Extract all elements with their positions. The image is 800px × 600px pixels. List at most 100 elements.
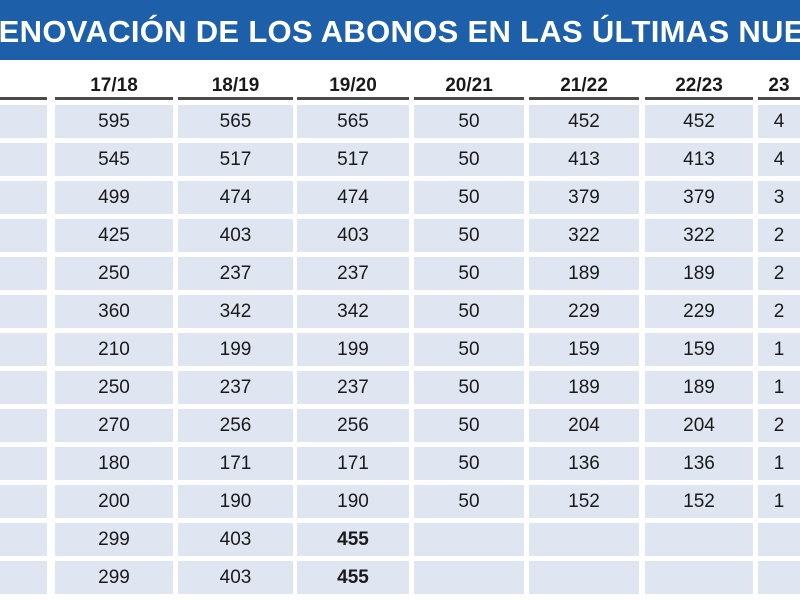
table-cell: 256 [297, 409, 409, 442]
column-header-6: 22/23 [645, 70, 753, 100]
table-title-banner: RENOVACIÓN DE LOS ABONOS EN LAS ÚLTIMAS … [0, 0, 800, 60]
table-cell: 237 [178, 257, 293, 290]
table-cell: 360 [55, 295, 173, 328]
table-cell: 136 [645, 447, 753, 480]
table-cell: 403 [178, 219, 293, 252]
table-cell: 50 [414, 219, 524, 252]
table-cell [645, 523, 753, 556]
table-cell: 3 [758, 181, 800, 214]
table-cell: 403 [178, 523, 293, 556]
table-cell: 50 [414, 181, 524, 214]
table-cell: 50 [414, 257, 524, 290]
table-cell [0, 181, 47, 214]
table-title: RENOVACIÓN DE LOS ABONOS EN LAS ÚLTIMAS … [0, 14, 800, 49]
table-cell: 565 [178, 105, 293, 138]
table-row: 250 237 237 50 189 189 2 [0, 257, 800, 290]
table-cell: 171 [178, 447, 293, 480]
table-cell: 50 [414, 105, 524, 138]
column-header-2: 18/19 [178, 70, 293, 100]
table-cell: 517 [178, 143, 293, 176]
table-row: 270 256 256 50 204 204 2 [0, 409, 800, 442]
table-cell [0, 257, 47, 290]
column-header-3: 19/20 [297, 70, 409, 100]
table-cell: 455 [297, 561, 409, 594]
table-row: 425 403 403 50 322 322 2 [0, 219, 800, 252]
table-cell: 250 [55, 371, 173, 404]
table-cell: 379 [645, 181, 753, 214]
column-header-5: 21/22 [529, 70, 639, 100]
table-cell: 189 [529, 371, 639, 404]
table-cell [0, 485, 47, 518]
table-cell: 2 [758, 295, 800, 328]
table-cell: 299 [55, 523, 173, 556]
table-row: 210 199 199 50 159 159 1 [0, 333, 800, 366]
table-cell: 50 [414, 409, 524, 442]
table-cell: 190 [178, 485, 293, 518]
table-row: 250 237 237 50 189 189 1 [0, 371, 800, 404]
table-cell [529, 561, 639, 594]
table-cell: 50 [414, 143, 524, 176]
table-cell: 425 [55, 219, 173, 252]
table-cell: 190 [297, 485, 409, 518]
table-row: 180 171 171 50 136 136 1 [0, 447, 800, 480]
table-row: 360 342 342 50 229 229 2 [0, 295, 800, 328]
table-cell: 455 [297, 523, 409, 556]
table-cell: 1 [758, 447, 800, 480]
table-cell: 171 [297, 447, 409, 480]
table-cell: 200 [55, 485, 173, 518]
column-header-4: 20/21 [414, 70, 524, 100]
table-cell: 1 [758, 485, 800, 518]
table-cell: 517 [297, 143, 409, 176]
table-cell: 4 [758, 105, 800, 138]
table-cell [645, 561, 753, 594]
table-cell [0, 371, 47, 404]
table-cell [0, 105, 47, 138]
table-cell: 229 [645, 295, 753, 328]
table-cell [0, 333, 47, 366]
table-cell: 50 [414, 447, 524, 480]
table-row: 595 565 565 50 452 452 4 [0, 105, 800, 138]
table-cell: 229 [529, 295, 639, 328]
table-cell: 152 [529, 485, 639, 518]
table-cell: 204 [529, 409, 639, 442]
column-header-7: 23 [758, 70, 800, 100]
table-cell [0, 561, 47, 594]
table-cell [0, 409, 47, 442]
table-cell: 189 [529, 257, 639, 290]
table-cell [0, 523, 47, 556]
table-cell: 403 [178, 561, 293, 594]
table-cell: 299 [55, 561, 173, 594]
column-header-row: 17/18 18/19 19/20 20/21 21/22 22/23 23 [0, 70, 800, 100]
table-cell [758, 561, 800, 594]
table-cell [0, 143, 47, 176]
table-cell: 136 [529, 447, 639, 480]
table-cell: 159 [529, 333, 639, 366]
table-cell: 2 [758, 219, 800, 252]
table-cell [414, 561, 524, 594]
table-cell: 1 [758, 333, 800, 366]
table-row: 299 403 455 [0, 561, 800, 594]
table-cell: 403 [297, 219, 409, 252]
table-cell: 50 [414, 333, 524, 366]
table-cell: 4 [758, 143, 800, 176]
table-cell: 189 [645, 371, 753, 404]
table-row: 499 474 474 50 379 379 3 [0, 181, 800, 214]
table-cell: 474 [297, 181, 409, 214]
table-cell: 322 [645, 219, 753, 252]
table-cell: 152 [645, 485, 753, 518]
table-cell [0, 219, 47, 252]
table-cell: 322 [529, 219, 639, 252]
table-cell: 237 [297, 257, 409, 290]
table-cell: 237 [178, 371, 293, 404]
table-cell: 2 [758, 257, 800, 290]
table-row: 545 517 517 50 413 413 4 [0, 143, 800, 176]
table-cell: 50 [414, 485, 524, 518]
table-cell: 413 [529, 143, 639, 176]
table-cell [0, 295, 47, 328]
table-cell: 379 [529, 181, 639, 214]
table-cell: 204 [645, 409, 753, 442]
table-cell: 210 [55, 333, 173, 366]
table-cell [414, 523, 524, 556]
table-cell: 180 [55, 447, 173, 480]
table-row: 200 190 190 50 152 152 1 [0, 485, 800, 518]
